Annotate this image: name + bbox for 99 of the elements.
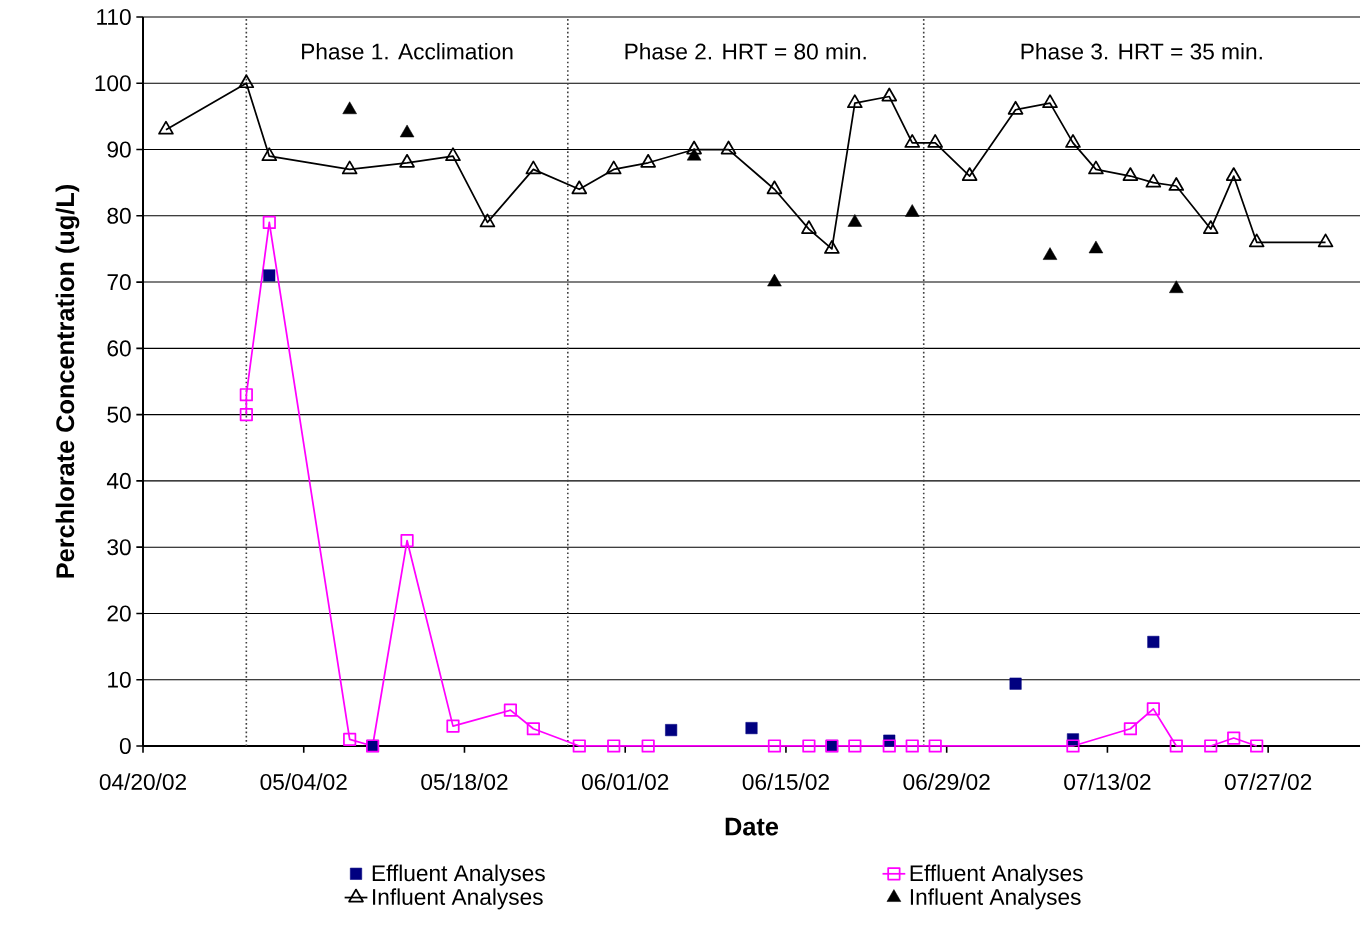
legend-label: Effluent Analyses	[372, 864, 545, 886]
y-tick-label: 80	[107, 207, 131, 224]
point	[1227, 731, 1241, 745]
point	[928, 739, 942, 753]
x-tick-label: 07/13/02	[1064, 773, 1151, 791]
y-tick-label: 0	[119, 737, 131, 755]
point	[445, 147, 461, 162]
point	[238, 74, 255, 89]
point	[1317, 233, 1334, 248]
point	[572, 739, 586, 753]
point	[1250, 739, 1264, 753]
y-tick-label: 90	[107, 141, 131, 158]
point	[745, 722, 758, 735]
point	[341, 160, 358, 175]
y-tick-label: 10	[108, 671, 131, 688]
x-tick-label: 04/20/02	[99, 773, 186, 791]
point	[802, 739, 816, 753]
y-axis-title: Perchlorate Concentration (ug/L)	[55, 185, 80, 578]
x-tick-label: 07/27/02	[1224, 773, 1312, 791]
point	[720, 140, 737, 155]
legend-label: Influent Analyses	[910, 888, 1081, 910]
x-tick-label: 05/18/02	[421, 773, 508, 791]
point	[158, 120, 174, 135]
point	[1168, 177, 1185, 191]
y-tick-label: 30	[107, 539, 131, 556]
y-tick-label: 110	[97, 8, 131, 26]
annotation: Phase 2. HRT = 80 min.	[625, 42, 866, 60]
x-tick-label: 05/04/02	[260, 773, 347, 791]
point	[446, 719, 460, 733]
point	[767, 273, 782, 287]
point	[847, 94, 863, 109]
point	[1122, 167, 1139, 181]
y-tick-label: 50	[107, 406, 131, 423]
point	[686, 147, 702, 161]
point	[927, 134, 943, 148]
point	[239, 388, 253, 402]
point	[607, 739, 621, 753]
point	[262, 215, 276, 230]
point	[239, 408, 253, 422]
point	[904, 134, 921, 148]
point	[605, 160, 622, 175]
point	[1202, 220, 1219, 234]
point	[1147, 635, 1160, 648]
y-tick-label: 20	[107, 605, 131, 622]
annotation: Phase 3. HRT = 35 min.	[1021, 42, 1262, 60]
point	[1042, 247, 1058, 260]
point	[571, 180, 588, 195]
point	[824, 240, 840, 254]
point	[847, 214, 863, 227]
point	[261, 147, 278, 162]
point	[1248, 233, 1265, 248]
point	[686, 140, 702, 155]
point	[1088, 160, 1104, 175]
point	[1009, 677, 1022, 690]
annotation: Phase 1. Acclimation	[302, 42, 513, 60]
point	[1204, 739, 1218, 753]
y-tick-label: 60	[107, 340, 131, 357]
point	[400, 533, 414, 548]
point	[503, 703, 518, 717]
point	[1042, 94, 1058, 109]
point	[801, 220, 817, 234]
point	[848, 739, 862, 753]
legend-label: Effluent Analyses	[910, 864, 1083, 886]
x-axis-title: Date	[725, 817, 779, 836]
point	[343, 732, 357, 746]
y-tick-label: 40	[106, 472, 131, 489]
point	[640, 153, 656, 168]
point	[665, 724, 678, 737]
x-tick-label: 06/15/02	[742, 773, 829, 791]
point	[641, 739, 655, 753]
point	[905, 204, 920, 217]
point	[1145, 173, 1162, 188]
x-tick-label: 06/29/02	[903, 773, 990, 791]
point	[342, 101, 357, 115]
x-tick-label: 06/01/02	[581, 773, 669, 791]
point	[882, 739, 896, 753]
legend-label: Influent Analyses	[373, 888, 543, 910]
point	[1088, 240, 1104, 254]
y-tick-label: 70	[107, 274, 131, 291]
point	[961, 167, 978, 181]
point	[526, 722, 540, 736]
point	[1169, 739, 1183, 753]
point	[399, 124, 415, 138]
point	[905, 739, 919, 753]
point	[1065, 134, 1081, 148]
point	[1007, 100, 1024, 115]
point	[263, 269, 276, 282]
y-tick-label: 100	[95, 75, 131, 92]
point	[1225, 167, 1242, 181]
point	[1146, 702, 1160, 716]
point	[479, 213, 496, 228]
point	[1123, 722, 1137, 736]
point	[767, 739, 782, 753]
point	[1169, 280, 1184, 293]
point	[1066, 739, 1080, 753]
point	[399, 153, 415, 168]
point	[766, 180, 783, 195]
point	[525, 160, 542, 175]
point	[881, 87, 898, 102]
